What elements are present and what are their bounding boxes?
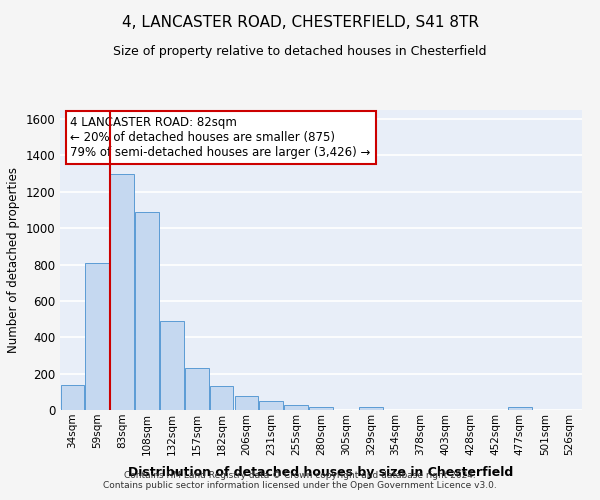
Bar — [85, 262, 109, 410]
Text: 4 LANCASTER ROAD: 82sqm
← 20% of detached houses are smaller (875)
79% of semi-d: 4 LANCASTER ROAD: 82sqm ← 20% of detache… — [70, 116, 371, 159]
Bar — [508, 408, 532, 410]
Bar — [135, 212, 159, 410]
Text: 4, LANCASTER ROAD, CHESTERFIELD, S41 8TR: 4, LANCASTER ROAD, CHESTERFIELD, S41 8TR — [121, 15, 479, 30]
Y-axis label: Number of detached properties: Number of detached properties — [7, 167, 20, 353]
Bar — [160, 321, 184, 410]
Bar — [185, 368, 209, 410]
Bar — [359, 408, 383, 410]
Bar — [110, 174, 134, 410]
Bar — [210, 386, 233, 410]
Bar — [284, 404, 308, 410]
Bar — [259, 401, 283, 410]
Bar — [235, 396, 258, 410]
Text: Size of property relative to detached houses in Chesterfield: Size of property relative to detached ho… — [113, 45, 487, 58]
Bar — [61, 384, 84, 410]
X-axis label: Distribution of detached houses by size in Chesterfield: Distribution of detached houses by size … — [128, 466, 514, 479]
Text: Contains HM Land Registry data © Crown copyright and database right 2024.
Contai: Contains HM Land Registry data © Crown c… — [103, 470, 497, 490]
Bar — [309, 408, 333, 410]
